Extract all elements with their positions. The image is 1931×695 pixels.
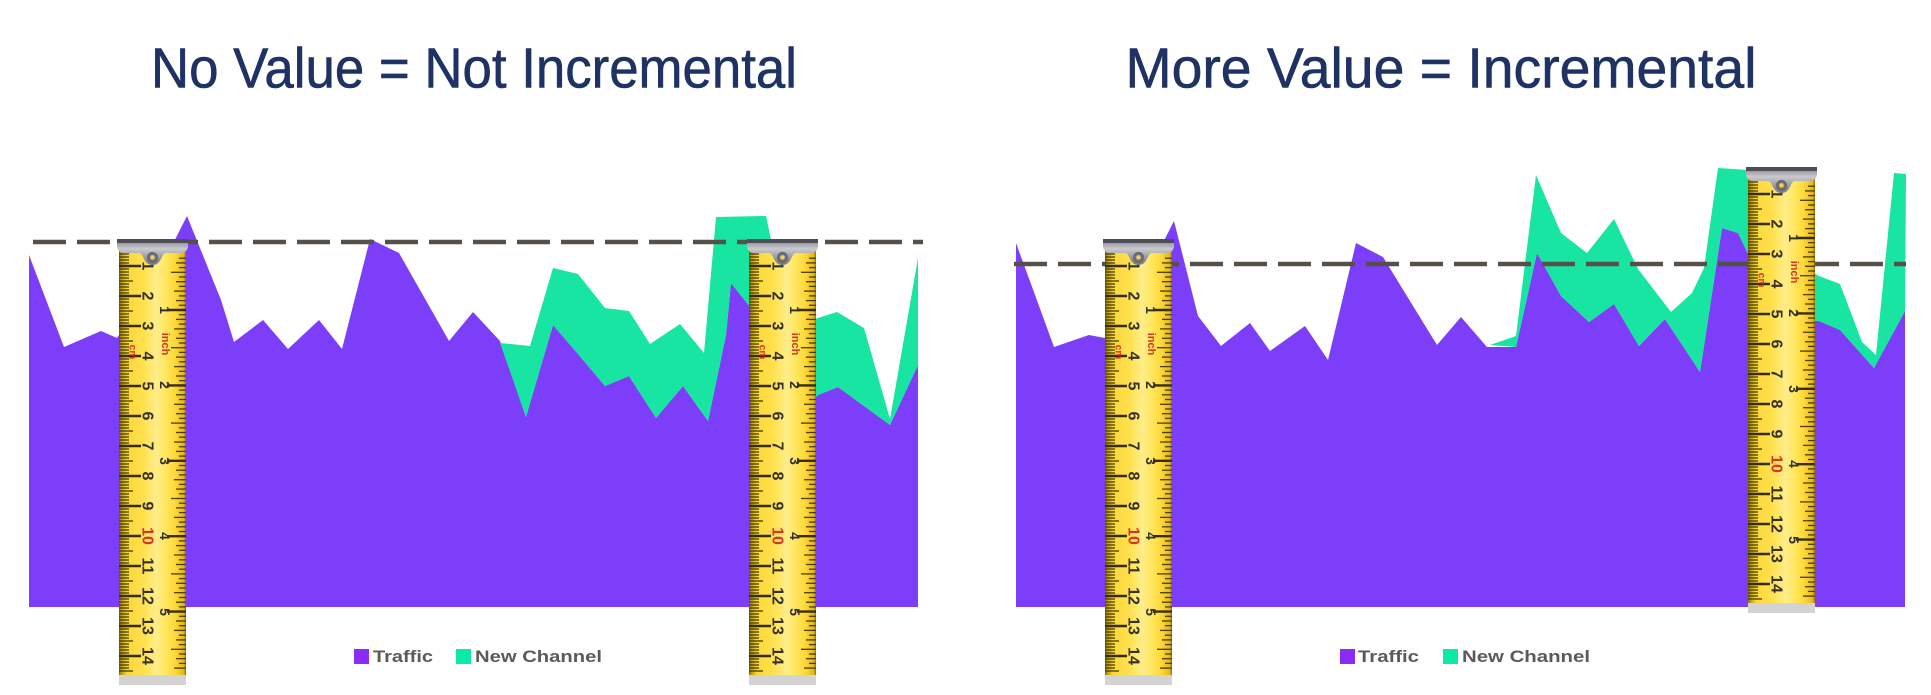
svg-text:New Channel: New Channel bbox=[475, 647, 602, 666]
svg-text:Traffic: Traffic bbox=[373, 647, 433, 666]
svg-text:New Channel: New Channel bbox=[1462, 647, 1590, 666]
svg-text:Traffic: Traffic bbox=[1358, 647, 1419, 666]
svg-text:More Value = Incremental: More Value = Incremental bbox=[1126, 37, 1757, 101]
svg-text:No Value = Not Incremental: No Value = Not Incremental bbox=[151, 37, 797, 101]
